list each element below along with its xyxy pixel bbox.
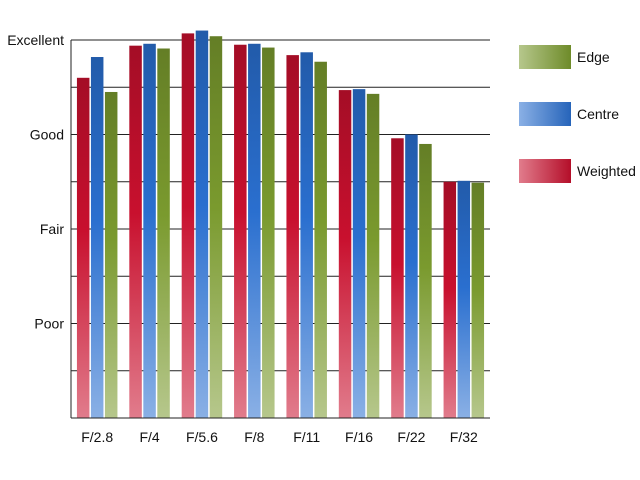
legend-swatch-edge [519,45,571,69]
bar-edge-5 [366,93,380,419]
y-tick-labels: Poor Fair Good Excellent [7,32,64,332]
bar-edge-2 [209,36,223,418]
x-tick-label: F/22 [397,429,425,445]
bar-centre-5 [352,89,366,418]
bar-centre-7 [457,180,471,418]
bar-weighted-7 [443,181,457,418]
x-tick-label: F/16 [345,429,373,445]
legend-swatch-centre [519,102,571,126]
axes [70,40,490,419]
bar-weighted-2 [181,33,195,418]
legend: Edge Centre Weighted [519,45,636,183]
legend-swatch-weighted [519,159,571,183]
bars [76,30,485,419]
bar-edge-1 [157,48,170,418]
legend-label-edge: Edge [577,49,610,65]
x-tick-label: F/8 [244,429,264,445]
bar-centre-1 [143,43,156,418]
bar-weighted-3 [234,44,247,418]
x-tick-label: F/11 [293,429,320,445]
bar-edge-3 [262,47,275,419]
bar-weighted-6 [391,138,404,418]
legend-label-weighted: Weighted [577,163,636,179]
bar-weighted-5 [338,90,352,419]
bar-edge-7 [471,182,485,418]
bar-weighted-0 [76,77,90,419]
x-tick-label: F/5.6 [186,429,218,445]
bar-centre-4 [300,52,313,418]
bar-edge-6 [419,143,432,418]
bar-centre-0 [90,57,104,418]
legend-label-centre: Centre [577,106,619,122]
x-tick-label: F/32 [450,429,478,445]
bar-centre-3 [248,43,261,418]
bar-centre-2 [195,30,209,419]
y-tick-label: Excellent [7,32,64,48]
bar-centre-6 [405,134,418,418]
bar-weighted-1 [129,45,142,419]
y-tick-label: Good [30,127,64,143]
x-tick-label: F/2.8 [81,429,113,445]
y-tick-label: Poor [34,316,64,332]
bar-edge-4 [314,61,327,419]
bar-weighted-4 [286,55,299,419]
x-tick-labels: F/2.8 F/4 F/5.6 F/8 F/11 F/16 F/22 F/32 [81,429,478,445]
bar-edge-0 [104,91,118,418]
y-tick-label: Fair [40,221,64,237]
x-tick-label: F/4 [139,429,159,445]
